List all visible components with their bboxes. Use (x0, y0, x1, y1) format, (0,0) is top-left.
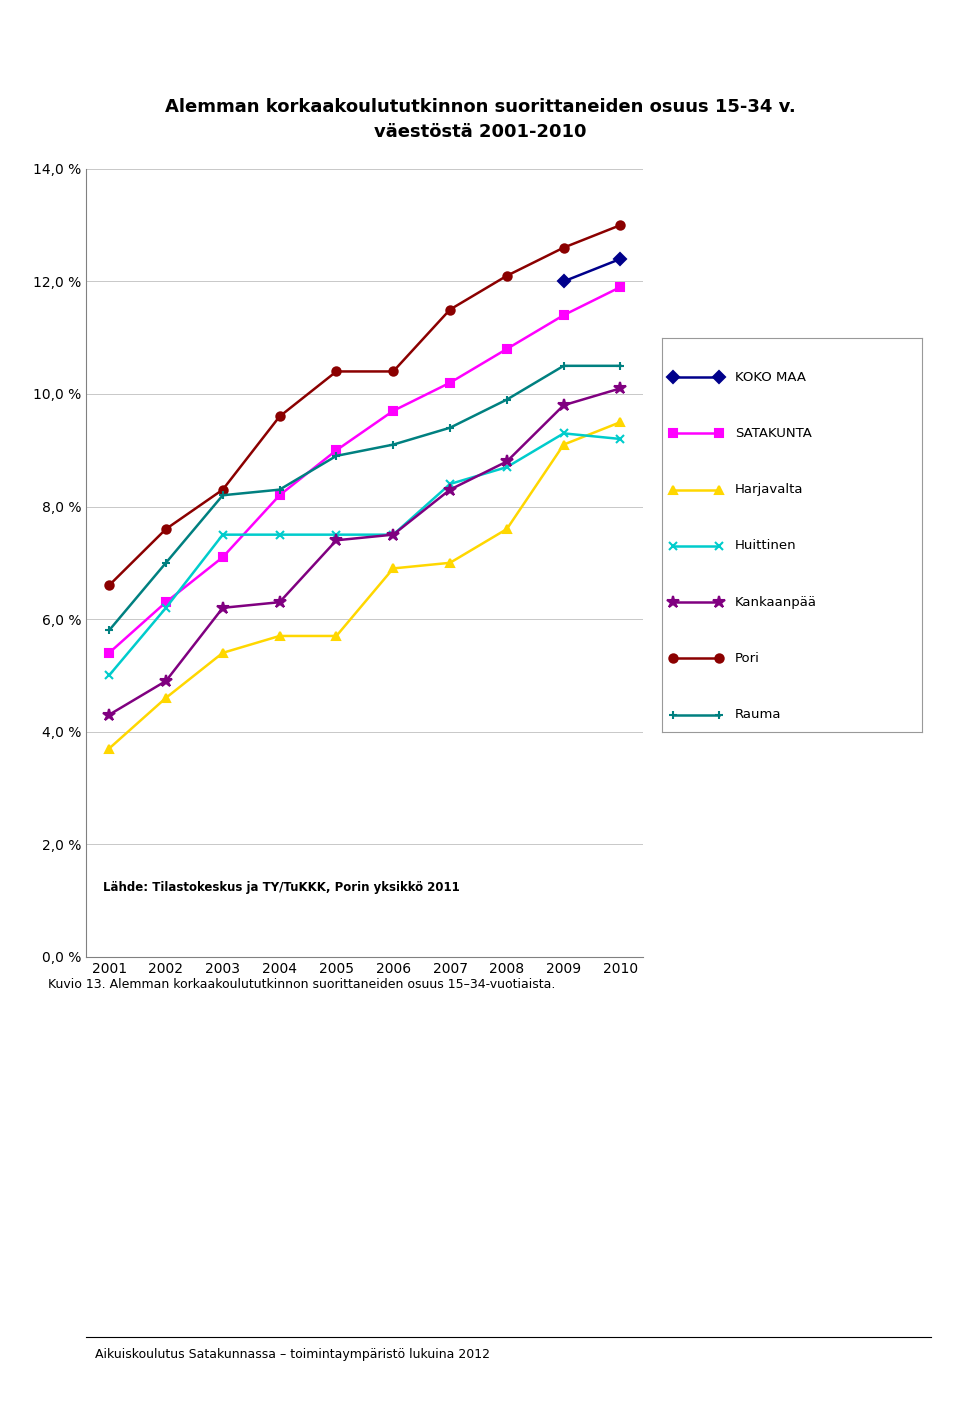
Text: SATAKUNTA: SATAKUNTA (735, 426, 812, 440)
Text: Rauma: Rauma (735, 708, 781, 722)
Text: Kuvio 13. Alemman korkaakoulututkinnon suorittaneiden osuus 15–34-vuotiaista.: Kuvio 13. Alemman korkaakoulututkinnon s… (48, 978, 556, 991)
Text: KOKO MAA: KOKO MAA (735, 370, 806, 384)
Text: Harjavalta: Harjavalta (735, 483, 804, 497)
Text: Alemman korkaakoulututkinnon suorittaneiden osuus 15-34 v.: Alemman korkaakoulututkinnon suorittanei… (164, 98, 796, 115)
Text: Huittinen: Huittinen (735, 539, 797, 553)
Text: Aikuiskoulutus Satakunnassa – toimintaympäristö lukuina 2012: Aikuiskoulutus Satakunnassa – toimintaym… (95, 1348, 490, 1361)
Text: Pori: Pori (735, 651, 760, 666)
Text: Lähde: Tilastokeskus ja TY/TuKKK, Porin yksikkö 2011: Lähde: Tilastokeskus ja TY/TuKKK, Porin … (103, 881, 460, 893)
Text: väestöstä 2001-2010: väestöstä 2001-2010 (373, 124, 587, 141)
Text: Kankaanpää: Kankaanpää (735, 595, 817, 609)
